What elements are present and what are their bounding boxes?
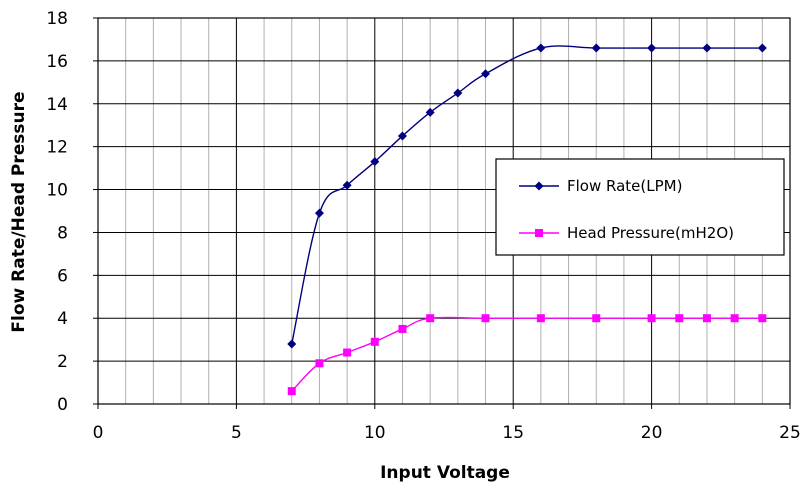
data-point [314,208,324,218]
data-point [453,88,463,98]
x-axis-title: Input Voltage [380,463,510,483]
series-layer [287,43,767,396]
data-point [342,180,352,190]
data-point [426,314,435,323]
data-point [398,324,407,333]
y-tick-label: 14 [46,95,68,115]
plot-frame [97,17,791,405]
data-point [370,157,380,167]
data-point [702,43,712,53]
legend-item-head-pressure: Head Pressure(mH2O) [519,224,734,242]
data-point [591,43,601,53]
data-point [315,359,324,368]
y-tick-label: 0 [57,395,68,415]
x-tick-label: 0 [93,423,104,443]
legend-label-flow-rate: Flow Rate(LPM) [567,177,682,195]
data-point [592,314,601,323]
y-tick-label: 10 [46,181,68,201]
legend-item-flow-rate: Flow Rate(LPM) [519,177,682,195]
data-point [758,314,767,323]
data-point [675,314,684,323]
axes [93,17,791,409]
x-tick-label: 15 [502,423,524,443]
data-point [287,339,297,349]
legend-marker-head-pressure [535,229,543,237]
data-point [481,314,490,323]
legend: Flow Rate(LPM) Head Pressure(mH2O) [495,158,785,256]
legend-box [495,158,785,256]
data-point [370,337,379,346]
x-tick-label: 10 [364,423,386,443]
series-line-1 [291,316,763,392]
tick-labels: 0 5 10 15 20 25 0 2 4 6 8 10 12 14 16 18 [46,9,800,443]
data-point [287,387,296,396]
data-point [730,314,739,323]
legend-marker-flow-rate [534,181,544,191]
series-1 [287,314,767,396]
data-point [481,69,491,79]
series-0 [287,43,767,349]
y-tick-label: 8 [57,223,68,243]
y-tick-label: 18 [46,9,68,29]
data-point [702,314,711,323]
data-point [536,314,545,323]
y-tick-label: 6 [57,266,68,286]
data-point [397,131,407,141]
x-tick-label: 25 [779,423,801,443]
y-tick-label: 4 [57,309,68,329]
y-tick-label: 16 [46,52,68,72]
data-point [536,43,546,53]
y-tick-label: 2 [57,352,68,372]
data-point [343,348,352,357]
legend-label-head-pressure: Head Pressure(mH2O) [567,224,734,242]
x-tick-label: 5 [231,423,242,443]
data-point [647,43,657,53]
data-point [425,107,435,117]
data-point [757,43,767,53]
data-point [647,314,656,323]
y-tick-label: 12 [46,138,68,158]
y-axis-title: Flow Rate/Head Pressure [9,91,29,332]
x-tick-label: 20 [641,423,663,443]
